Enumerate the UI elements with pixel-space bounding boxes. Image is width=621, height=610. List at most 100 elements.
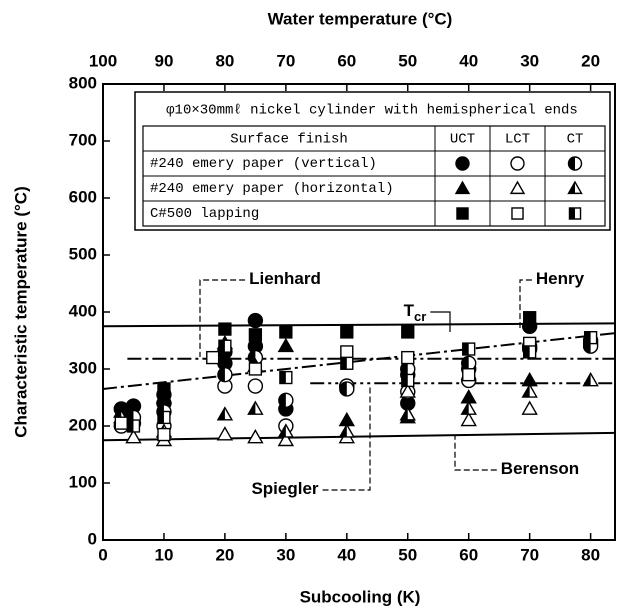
marker-shape (340, 345, 354, 359)
data-point (279, 325, 293, 339)
reference-line (102, 332, 616, 390)
legend-symbol (455, 156, 470, 171)
x-tick-label: 40 (337, 545, 356, 564)
data-point (523, 345, 537, 359)
marker-half (217, 367, 225, 382)
marker-half (278, 424, 286, 437)
marker-shape (462, 368, 476, 382)
x2-tick-label: 90 (154, 51, 173, 70)
x-tick-label: 70 (520, 545, 539, 564)
y-tick-label: 600 (69, 187, 97, 206)
data-point (279, 370, 293, 385)
data-point (155, 389, 173, 404)
y-tick-label: 100 (69, 472, 97, 491)
legend-symbol (454, 180, 471, 195)
marker-shape (218, 322, 232, 336)
marker-half (584, 331, 591, 344)
marker-half (568, 182, 575, 194)
marker-shape (511, 207, 524, 220)
reference-line (102, 322, 616, 328)
x-tick-label: 60 (459, 545, 478, 564)
y-tick-label: 800 (69, 73, 97, 92)
marker-shape (523, 311, 537, 325)
legend-header: UCT (450, 132, 475, 148)
data-point (248, 328, 263, 342)
legend-header: LCT (505, 132, 530, 148)
marker-shape (277, 431, 295, 447)
marker-shape (206, 350, 220, 365)
leader-line (322, 385, 371, 491)
data-point (521, 400, 538, 415)
data-point (399, 406, 416, 421)
marker-half (400, 407, 408, 420)
marker-shape (510, 156, 525, 171)
legend-symbol (510, 156, 525, 171)
data-point (340, 325, 354, 339)
data-point (216, 406, 234, 421)
leader-line (199, 279, 246, 357)
marker-shape (277, 337, 295, 353)
legend-header: CT (567, 132, 584, 148)
marker-shape (216, 426, 234, 441)
line-label: Spiegler (251, 479, 318, 498)
marker-shape (155, 389, 173, 404)
line-label: Lienhard (249, 269, 321, 288)
legend-symbol (567, 156, 583, 171)
marker-shape (340, 325, 354, 339)
data-point (125, 428, 142, 444)
data-point (247, 312, 264, 329)
legend-symbol (456, 207, 469, 220)
legend-header: Surface finish (230, 132, 348, 148)
x2-axis-title: Water temperature (°C) (268, 9, 453, 28)
marker-half (158, 411, 164, 424)
line-label: Tcr (404, 301, 427, 324)
legend-box (134, 91, 611, 231)
data-point (583, 331, 598, 345)
marker-half (218, 340, 225, 353)
marker-half (400, 362, 408, 376)
data-point (216, 426, 234, 441)
marker-half (401, 374, 408, 387)
marker-shape (247, 378, 264, 394)
marker-half (339, 424, 347, 437)
data-point (277, 423, 295, 438)
x-tick-label: 0 (98, 545, 107, 564)
x-tick-label: 20 (215, 545, 234, 564)
data-point (277, 431, 295, 447)
marker-half (127, 420, 134, 432)
leader-line (430, 311, 451, 332)
data-point (521, 383, 538, 398)
marker-shape (456, 207, 469, 220)
reference-line (102, 431, 616, 442)
x-tick-label: 80 (581, 545, 600, 564)
marker-half (523, 345, 530, 358)
marker-shape (248, 362, 263, 376)
x2-tick-label: 50 (398, 51, 417, 70)
x2-tick-label: 100 (89, 51, 117, 70)
marker-shape (157, 427, 171, 442)
data-point (247, 400, 264, 415)
data-point (401, 325, 415, 339)
legend-symbol (567, 180, 583, 195)
legend-symbol (511, 207, 524, 220)
marker-shape (125, 428, 142, 444)
legend-symbol (509, 180, 526, 195)
marker-half (278, 393, 286, 408)
data-point (157, 382, 171, 396)
x2-tick-label: 30 (520, 51, 539, 70)
marker-half (568, 157, 575, 170)
x2-tick-label: 80 (215, 51, 234, 70)
marker-half (340, 357, 347, 370)
data-point (247, 428, 264, 444)
marker-half (583, 373, 591, 386)
marker-half (569, 207, 575, 220)
marker-shape (509, 180, 526, 195)
marker-shape (401, 325, 415, 339)
legend-label: #240 emery paper (horizontal) (150, 181, 394, 197)
leader-line (454, 436, 497, 471)
y-axis-title: Characteristic temperature (°C) (11, 186, 30, 438)
marker-shape (247, 312, 264, 329)
y-tick-label: 500 (69, 244, 97, 263)
marker-half (461, 401, 469, 415)
